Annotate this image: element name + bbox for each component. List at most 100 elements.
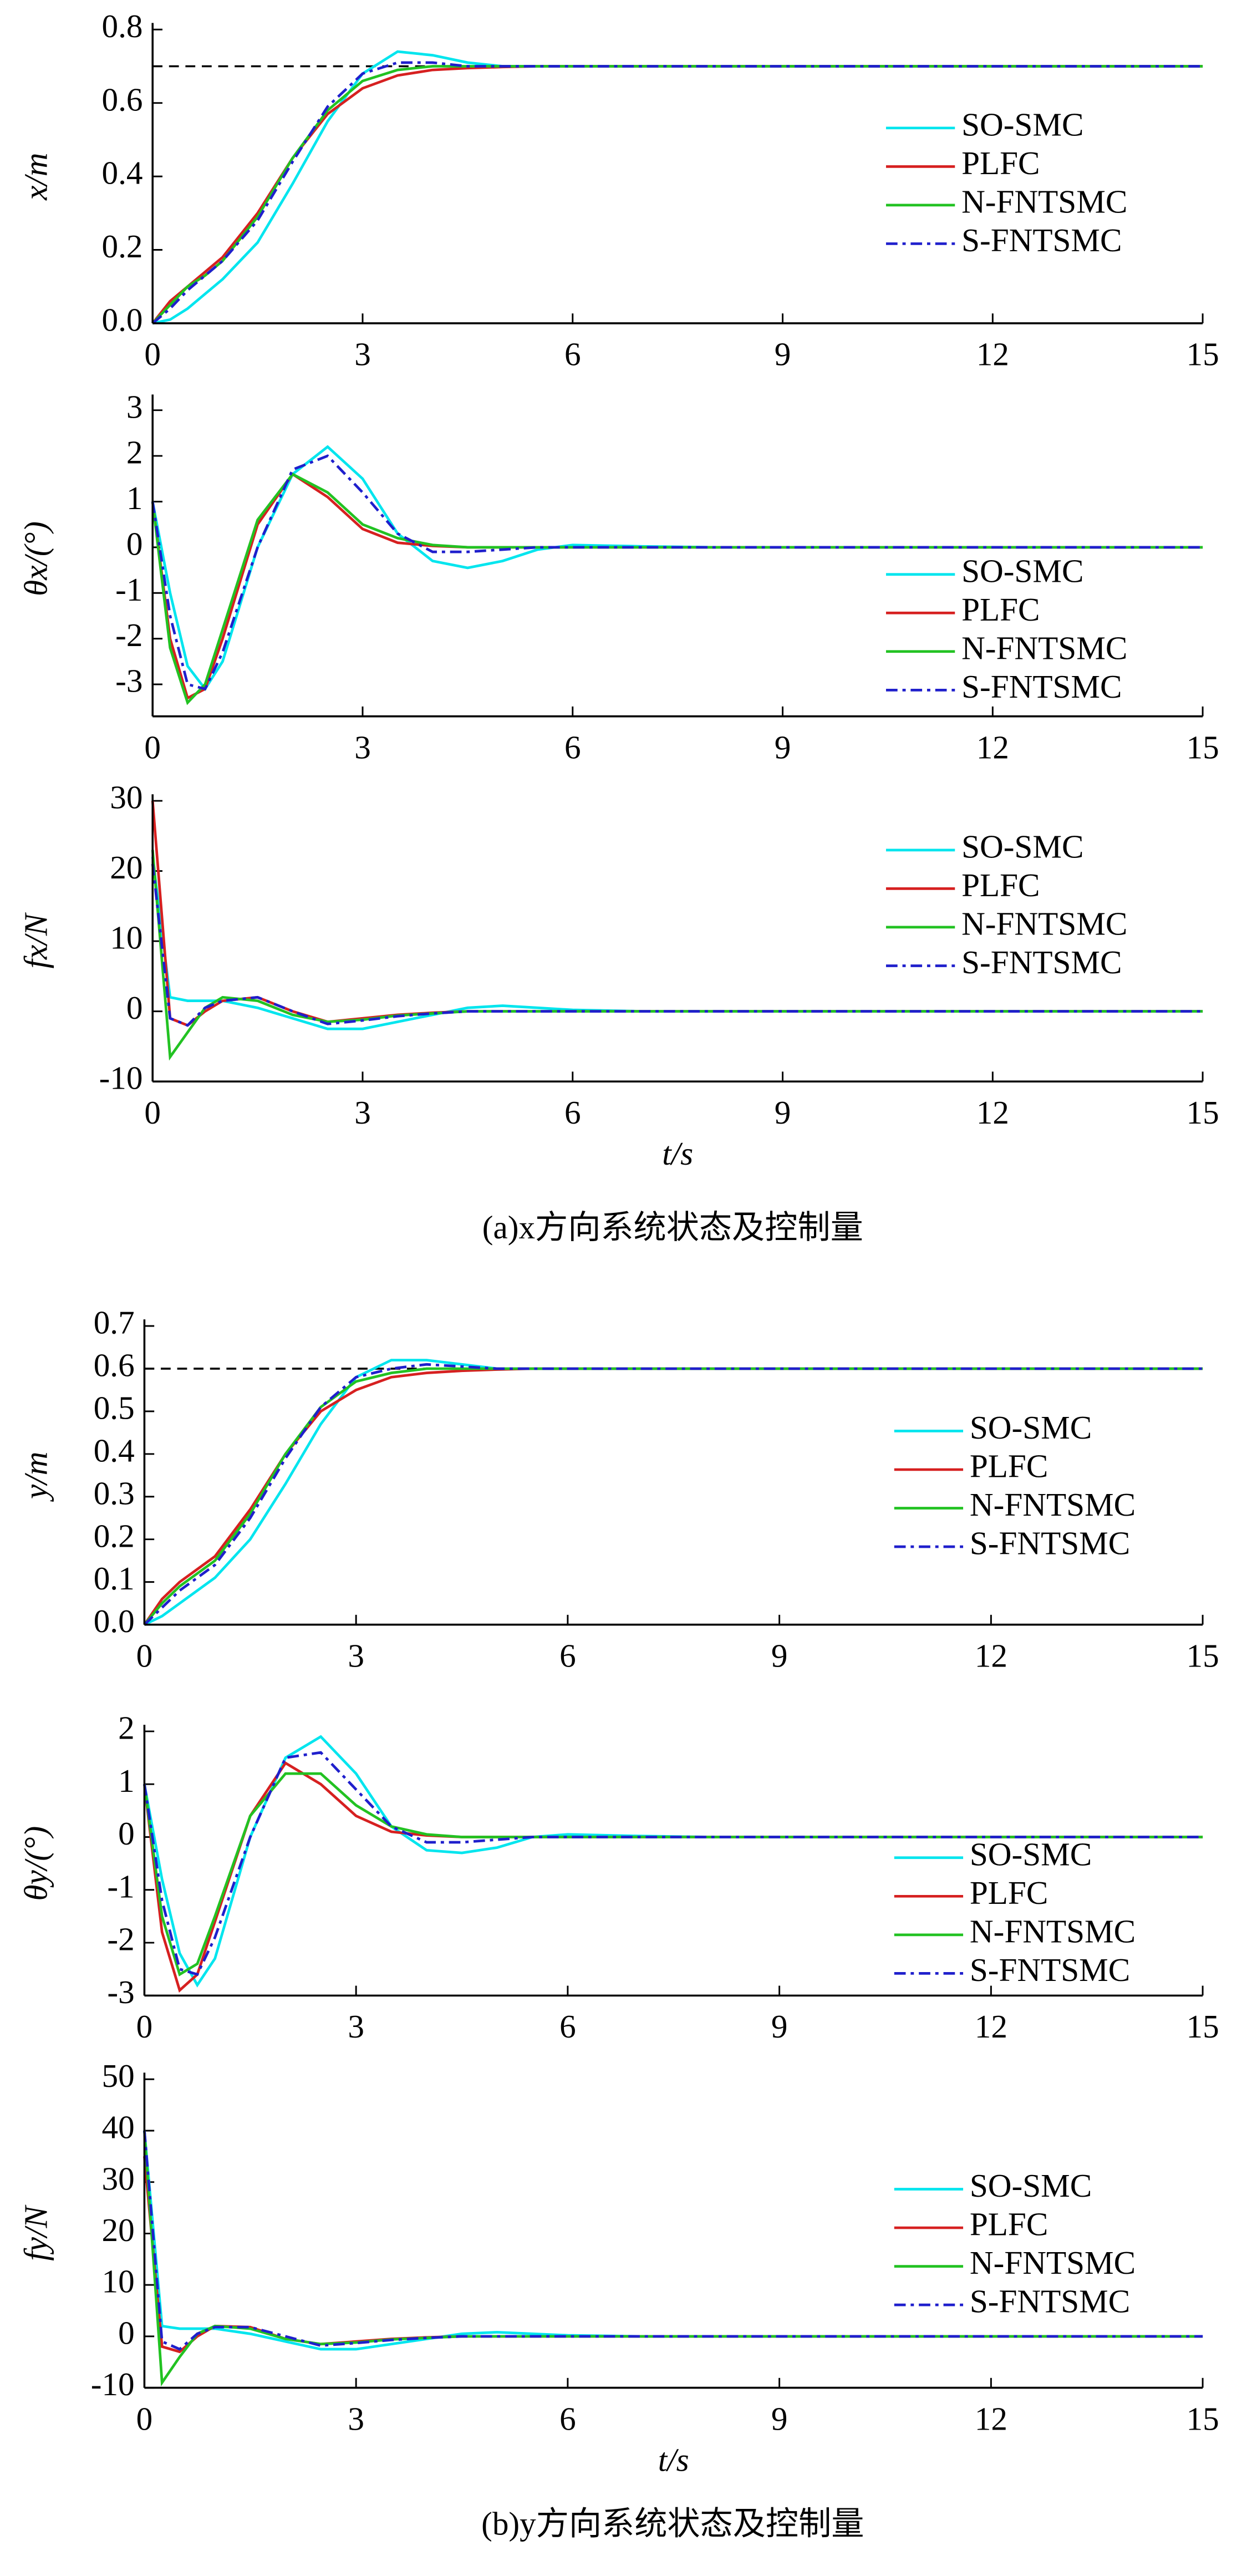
x-tick-label: 3 [354, 336, 371, 373]
legend-label: PLFC [961, 145, 1040, 181]
x-axis-label: t/s [662, 1135, 693, 1172]
x-axis-label: t/s [658, 2441, 689, 2478]
y-tick-label: 0 [118, 1815, 135, 1852]
x-tick-label: 12 [976, 1094, 1009, 1131]
x-tick-label: 15 [1186, 336, 1219, 373]
legend-label: N-FNTSMC [961, 629, 1127, 666]
x-tick-label: 3 [348, 2008, 364, 2045]
y-tick-label: 30 [110, 779, 142, 816]
y-tick-label: 0.4 [101, 155, 142, 191]
caption: (a)x方向系统状态及控制量 [482, 1209, 863, 1246]
x-tick-label: 0 [144, 1094, 161, 1131]
x-tick-label: 0 [144, 729, 161, 765]
legend-label: S-FNTSMC [970, 2283, 1130, 2320]
x-tick-label: 12 [975, 2400, 1007, 2437]
y-axis-label: θy/(°) [18, 1826, 54, 1901]
y-tick-label: 0 [126, 525, 143, 562]
x-tick-label: 12 [976, 729, 1009, 765]
y-tick-label: -10 [91, 2366, 135, 2402]
y-tick-label: -2 [107, 1921, 134, 1958]
legend-label: SO-SMC [961, 828, 1083, 865]
y-tick-label: 2 [126, 434, 143, 471]
x-tick-label: 3 [348, 1637, 364, 1674]
legend-label: PLFC [970, 2206, 1048, 2243]
x-tick-label: 9 [771, 2008, 788, 2045]
y-tick-label: -1 [107, 1868, 134, 1904]
x-tick-label: 0 [136, 2400, 153, 2437]
x-tick-label: 9 [771, 2400, 788, 2437]
series-line [151, 61, 1203, 324]
x-tick-label: 15 [1186, 1637, 1219, 1674]
x-tick-label: 0 [136, 1637, 153, 1674]
legend-label: S-FNTSMC [961, 222, 1122, 258]
x-tick-label: 0 [144, 336, 161, 373]
y-axis-label: θx/(°) [18, 521, 54, 596]
x-tick-label: 9 [771, 1637, 788, 1674]
x-tick-label: 3 [348, 2400, 364, 2437]
y-tick-label: 0.0 [101, 302, 142, 338]
y-tick-label: 0.5 [94, 1389, 135, 1426]
x-tick-label: 12 [975, 2008, 1007, 2045]
series-line [151, 454, 1203, 691]
y-tick-label: 0.2 [101, 228, 142, 265]
y-tick-label: -1 [115, 571, 142, 608]
x-tick-label: 6 [564, 1094, 581, 1131]
y-tick-label: 3 [126, 388, 143, 425]
legend-label: SO-SMC [970, 2167, 1092, 2204]
y-tick-label: -3 [115, 663, 142, 699]
y-tick-label: 0.6 [94, 1347, 135, 1384]
x-tick-label: 0 [136, 2008, 153, 2045]
y-axis-label: fy/N [18, 2204, 54, 2261]
y-tick-label: 0.3 [94, 1475, 135, 1511]
legend-label: N-FNTSMC [970, 1486, 1136, 1523]
y-tick-label: 0 [118, 2314, 135, 2351]
y-tick-label: 1 [118, 1762, 135, 1799]
y-axis-label: x/m [18, 153, 54, 200]
x-tick-label: 6 [564, 729, 581, 765]
legend-label: SO-SMC [970, 1836, 1092, 1872]
series-line [151, 863, 1203, 1027]
x-tick-label: 9 [775, 729, 791, 765]
series-line [151, 856, 1203, 1030]
legend-label: S-FNTSMC [961, 668, 1122, 705]
caption: (b)y方向系统状态及控制量 [481, 2506, 864, 2542]
x-tick-label: 3 [354, 1094, 371, 1131]
y-tick-label: 30 [101, 2160, 134, 2197]
x-tick-label: 15 [1186, 2400, 1219, 2437]
y-tick-label: 10 [101, 2263, 134, 2300]
y-tick-label: 10 [110, 919, 142, 956]
y-tick-label: 0.6 [101, 81, 142, 118]
legend-label: N-FNTSMC [970, 2244, 1136, 2281]
x-tick-label: 15 [1186, 729, 1219, 765]
y-tick-label: 50 [101, 2057, 134, 2094]
x-tick-label: 9 [775, 336, 791, 373]
y-tick-label: -10 [99, 1060, 143, 1096]
x-tick-label: 3 [354, 729, 371, 765]
y-tick-label: 40 [101, 2109, 134, 2146]
x-tick-label: 6 [559, 2008, 576, 2045]
y-tick-label: 0 [126, 989, 143, 1026]
y-tick-label: 1 [126, 480, 143, 516]
y-tick-label: -3 [107, 1974, 134, 2010]
series-line [143, 1363, 1203, 1626]
y-tick-label: 0.1 [94, 1560, 135, 1597]
legend-label: S-FNTSMC [970, 1525, 1130, 1562]
x-tick-label: 12 [976, 336, 1009, 373]
y-tick-label: 2 [118, 1709, 135, 1746]
x-tick-label: 6 [564, 336, 581, 373]
y-tick-label: 0.8 [101, 8, 142, 44]
y-tick-label: 0.2 [94, 1517, 135, 1554]
legend-label: S-FNTSMC [970, 1952, 1130, 1988]
x-tick-label: 6 [559, 1637, 576, 1674]
y-axis-label: y/m [18, 1452, 54, 1502]
legend-label: S-FNTSMC [961, 944, 1122, 980]
legend-label: PLFC [970, 1448, 1048, 1485]
y-tick-label: 20 [101, 2212, 134, 2248]
x-tick-label: 6 [559, 2400, 576, 2437]
y-tick-label: 0.0 [94, 1603, 135, 1639]
y-axis-label: fx/N [18, 912, 54, 968]
legend-label: N-FNTSMC [961, 183, 1127, 220]
x-tick-label: 15 [1186, 1094, 1219, 1131]
legend-label: SO-SMC [961, 552, 1083, 589]
